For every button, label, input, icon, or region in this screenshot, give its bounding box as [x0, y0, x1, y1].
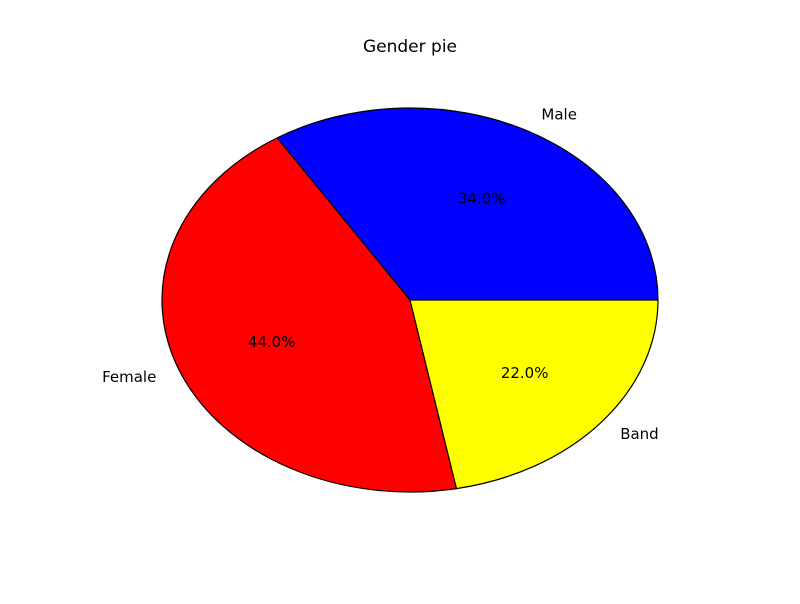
chart-title: Gender pie	[363, 37, 457, 57]
slice-label-female: Female	[102, 368, 156, 386]
slice-label-male: Male	[541, 105, 577, 123]
pie-slice-male	[276, 107, 659, 301]
slice-label-band: Band	[620, 425, 659, 443]
slices-layer	[161, 107, 659, 493]
percent-label-male: 34.0%	[458, 190, 506, 208]
pie-slice-female	[161, 137, 458, 493]
pie-slice-band	[409, 299, 659, 490]
percent-label-female: 44.0%	[248, 333, 296, 351]
percent-label-band: 22.0%	[501, 364, 549, 382]
labels-layer: Male 34.0% Female 44.0% Band 22.0%	[102, 105, 659, 443]
